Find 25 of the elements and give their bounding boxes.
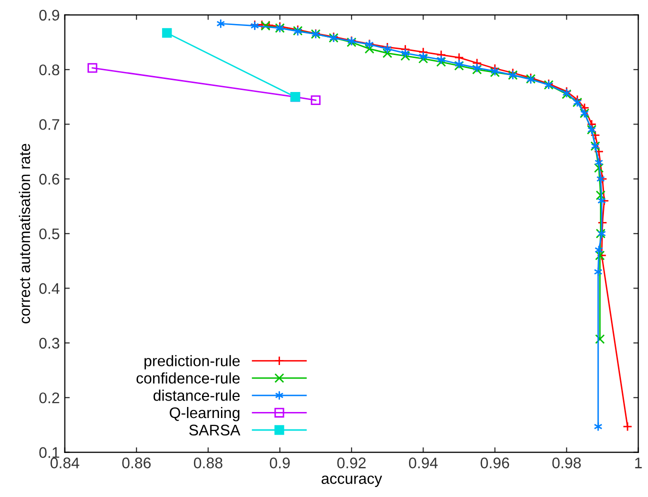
x-tick-label: 1 (635, 458, 642, 468)
x-tick-label: 0.98 (552, 458, 581, 468)
legend-label: distance-rule (154, 390, 240, 401)
y-tick-label: 0.1 (39, 447, 60, 458)
y-tick-label: 0.5 (39, 228, 60, 240)
legend-label: confidence-rule (136, 372, 240, 384)
x-tick-label: 0.96 (480, 458, 510, 468)
y-tick-label: 0.6 (39, 174, 60, 185)
y-tick-label: 0.8 (39, 64, 60, 76)
x-tick-label: 0.88 (194, 458, 222, 468)
legend-label: prediction-rule (144, 355, 240, 370)
y-tick-label: 0.4 (39, 283, 60, 294)
x-tick-label: 0.84 (50, 458, 80, 468)
y-tick-label: 0.2 (39, 392, 60, 404)
x-tick-label: 0.9 (270, 458, 290, 468)
y-axis-title: correct automatisation rate (18, 144, 30, 324)
x-axis-title: accuracy (322, 476, 382, 488)
legend-label: SARSA (189, 424, 240, 436)
x-tick-label: 0.94 (408, 458, 438, 468)
y-tick-label: 0.9 (39, 10, 60, 21)
x-tick-label: 0.86 (122, 458, 151, 468)
x-tick-label: 0.92 (337, 458, 366, 468)
y-tick-label: 0.7 (39, 119, 60, 130)
legend-label: Q-learning (170, 406, 240, 422)
y-tick-label: 0.3 (39, 338, 60, 349)
